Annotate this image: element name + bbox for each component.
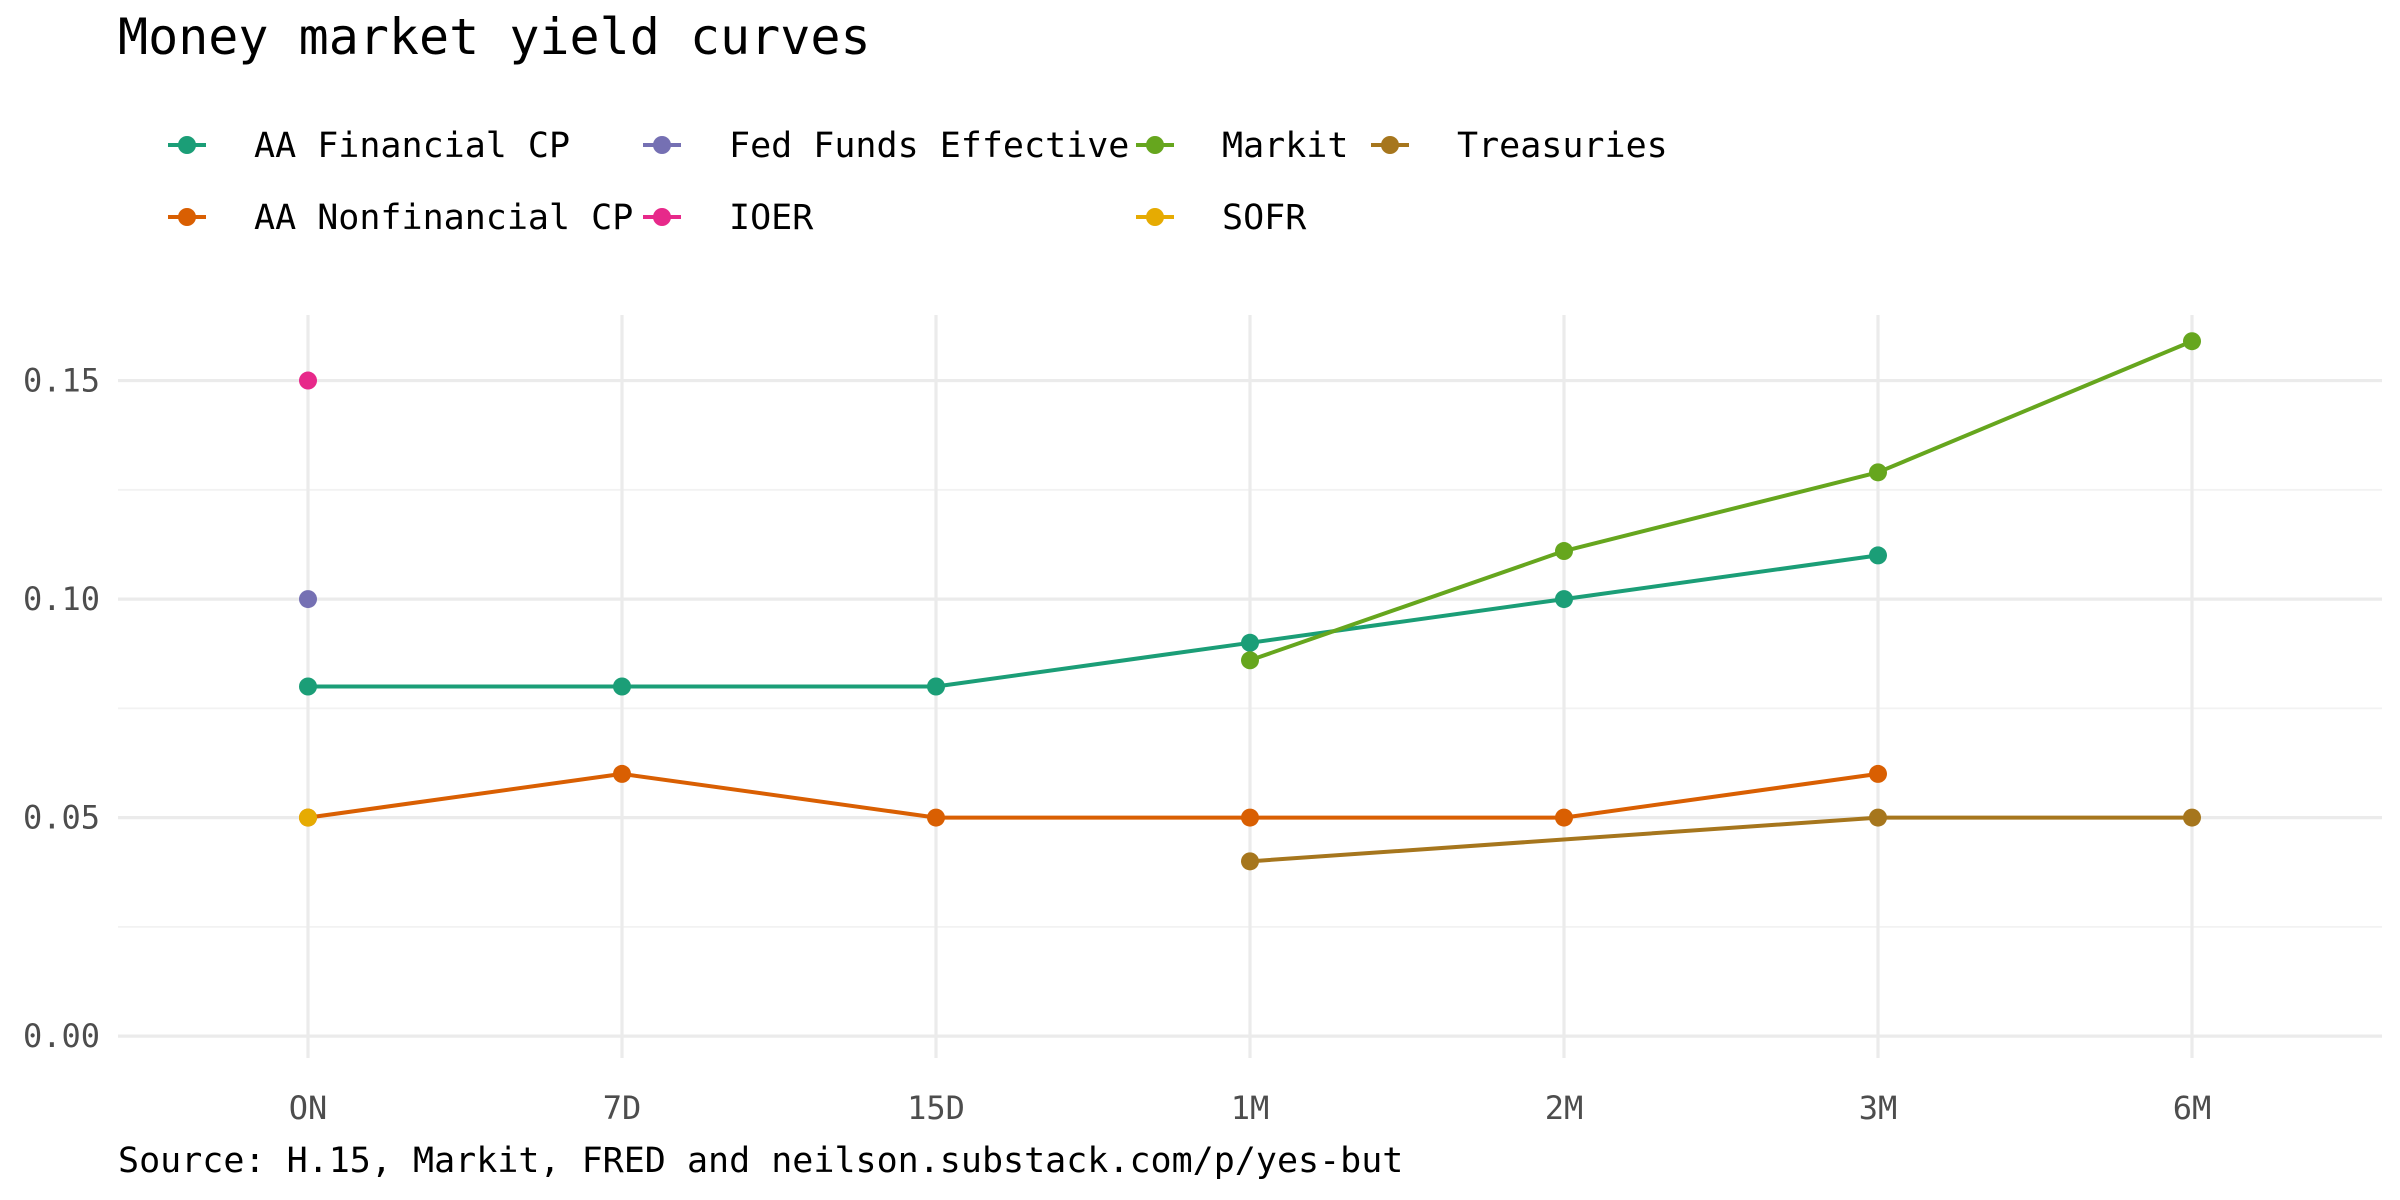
- legend-label: Treasuries: [1457, 126, 1668, 166]
- x-tick-label: 1M: [1231, 1089, 1270, 1127]
- y-tick-label: 0.10: [23, 580, 100, 618]
- data-point-aa-financial-cp: [613, 677, 631, 696]
- series-line-aa-financial-cp: [308, 553, 1879, 689]
- series-line-treasuries: [1249, 815, 2192, 864]
- data-point-markit: [1869, 463, 1887, 482]
- legend: AA Financial CP AA Nonfinancial CP Fed Fun…: [168, 126, 1668, 238]
- legend-key-point: [178, 208, 196, 226]
- chart-caption: Source: H.15, Markit, FRED and neilson.s…: [118, 1141, 1403, 1181]
- x-tick-label: 6M: [2173, 1089, 2212, 1127]
- y-tick-label: 0.00: [23, 1017, 100, 1055]
- data-point-markit: [2183, 332, 2201, 351]
- legend-item-aa-nonfinancial-cp: AA Nonfinancial CP: [168, 198, 633, 238]
- x-tick-label: 3M: [1859, 1089, 1898, 1127]
- data-point-aa-financial-cp: [1555, 590, 1573, 609]
- x-tick-label: ON: [289, 1089, 328, 1127]
- legend-label: Fed Funds Effective: [729, 126, 1129, 166]
- y-axis-ticks: 0.00 0.05 0.10 0.15: [23, 362, 100, 1056]
- data-point-aa-financial-cp: [1241, 633, 1259, 652]
- data-point-fed-funds-effective: [299, 590, 317, 609]
- data-point-aa-nonfinancial-cp: [1869, 764, 1887, 783]
- data-point-aa-nonfinancial-cp: [613, 764, 631, 783]
- data-point-treasuries: [1869, 808, 1887, 827]
- legend-key-point: [653, 136, 671, 154]
- legend-key-point: [1146, 136, 1164, 154]
- legend-item-treasuries: Treasuries: [1371, 126, 1668, 166]
- y-tick-label: 0.05: [23, 799, 100, 837]
- data-point-aa-nonfinancial-cp: [927, 808, 945, 827]
- data-point-markit: [1241, 651, 1259, 670]
- y-tick-label: 0.15: [23, 362, 100, 400]
- legend-item-markit: Markit: [1136, 126, 1348, 166]
- x-tick-label: 15D: [907, 1089, 965, 1127]
- legend-item-ioer: IOER: [643, 198, 814, 238]
- series-line-markit: [1249, 339, 2193, 663]
- series-line-aa-nonfinancial-cp: [307, 771, 1879, 820]
- data-point-ioer: [299, 371, 317, 390]
- legend-item-sofr: SOFR: [1136, 198, 1307, 238]
- x-tick-label: 2M: [1545, 1089, 1584, 1127]
- legend-item-fed-funds-effective: Fed Funds Effective: [643, 126, 1129, 166]
- x-axis-ticks: ON 7D 15D 1M 2M 3M 6M: [289, 1089, 2212, 1127]
- x-tick-label: 7D: [603, 1089, 642, 1127]
- legend-label: IOER: [729, 198, 814, 238]
- legend-label: SOFR: [1222, 198, 1307, 238]
- legend-item-aa-financial-cp: AA Financial CP: [168, 126, 570, 166]
- data-point-aa-financial-cp: [1869, 546, 1887, 565]
- legend-key-point: [653, 208, 671, 226]
- legend-key-point: [1146, 208, 1164, 226]
- data-point-aa-nonfinancial-cp: [1555, 808, 1573, 827]
- data-point-aa-financial-cp: [299, 677, 317, 696]
- legend-label: AA Financial CP: [254, 126, 570, 166]
- data-point-aa-financial-cp: [927, 677, 945, 696]
- data-point-treasuries: [1241, 852, 1259, 871]
- legend-key-point: [1381, 136, 1399, 154]
- data-point-sofr: [299, 808, 317, 827]
- legend-label: AA Nonfinancial CP: [254, 198, 633, 238]
- series-points: [299, 332, 2201, 871]
- chart-title: Money market yield curves: [118, 8, 871, 66]
- data-point-aa-nonfinancial-cp: [1241, 808, 1259, 827]
- legend-label: Markit: [1222, 126, 1348, 166]
- data-point-treasuries: [2183, 808, 2201, 827]
- legend-key-point: [178, 136, 196, 154]
- data-point-markit: [1555, 542, 1573, 561]
